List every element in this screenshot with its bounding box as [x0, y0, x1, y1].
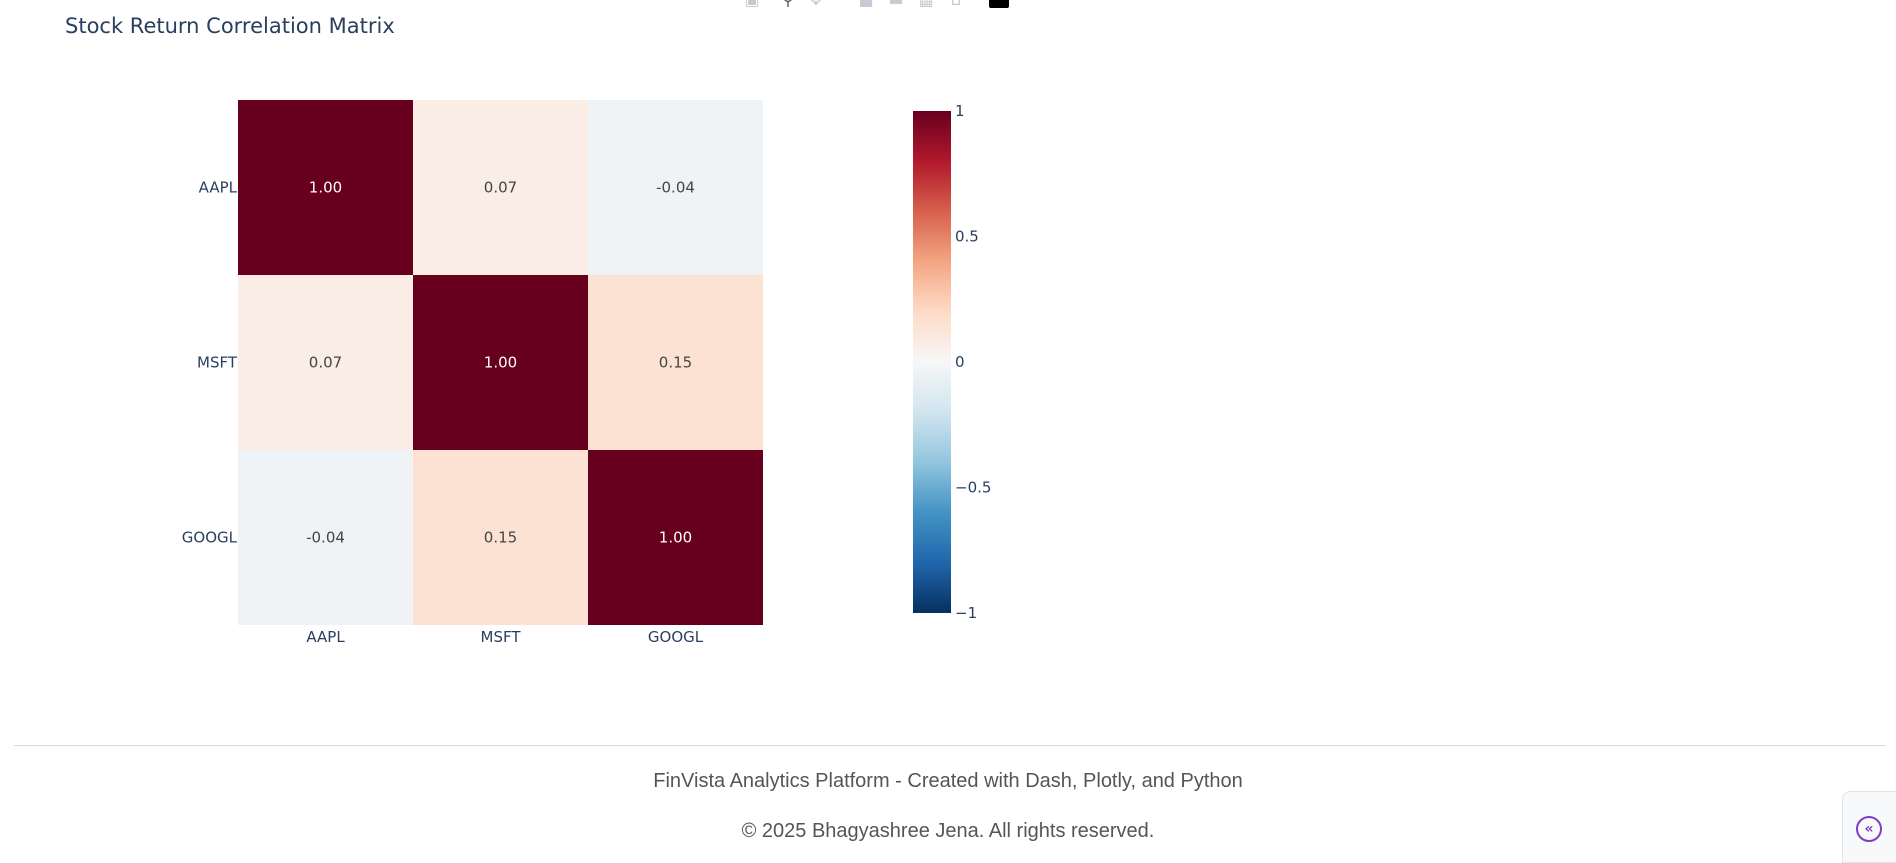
heatmap-cell[interactable]: [238, 275, 413, 450]
heatmap-cell-label: 1.00: [484, 354, 517, 372]
heatmap-cell-label: -0.04: [306, 529, 345, 547]
x-axis-ticks: AAPL MSFT GOOGL: [306, 628, 703, 646]
heatmap-cell-label: 1.00: [309, 179, 342, 197]
y-tick-label: AAPL: [199, 179, 238, 197]
double-chevron-left-icon: «: [1856, 816, 1882, 842]
colorbar-tick-label: 0.5: [955, 228, 979, 246]
x-tick-label: GOOGL: [648, 628, 704, 646]
y-tick-label: MSFT: [197, 354, 238, 372]
heatmap-cell-labels: 1.00 0.07 -0.04 0.07 1.00 0.15 -0.04 0.15 1.00: [306, 179, 695, 547]
heatmap-cells: [238, 100, 763, 625]
autoscale-icon[interactable]: ▦: [918, 0, 934, 8]
reset-axes-icon[interactable]: ⌂: [948, 0, 964, 8]
zoom-icon[interactable]: ⚲: [780, 0, 796, 8]
heatmap-cell-label: 0.15: [484, 529, 517, 547]
colorbar: [913, 111, 951, 613]
camera-icon[interactable]: ▣: [744, 0, 760, 8]
footer-copyright: © 2025 Bhagyashree Jena. All rights rese…: [741, 820, 1155, 842]
heatmap-cell[interactable]: [588, 275, 763, 450]
heatmap-cell[interactable]: [588, 450, 763, 625]
heatmap-cell-label: 0.15: [659, 354, 692, 372]
heatmap-cell[interactable]: [588, 100, 763, 275]
y-tick-label: GOOGL: [182, 529, 238, 547]
sidebar-toggle-button[interactable]: «: [1842, 791, 1896, 863]
heatmap-cell[interactable]: [413, 450, 588, 625]
heatmap-cell[interactable]: [238, 100, 413, 275]
correlation-heatmap: 1.00 0.07 -0.04 0.07 1.00 0.15 -0.04 0.15 1.00 A…: [182, 100, 991, 646]
colorbar-tick-label: 1: [955, 102, 965, 120]
heatmap-cell[interactable]: [413, 275, 588, 450]
heatmap-cell[interactable]: [413, 100, 588, 275]
x-tick-label: AAPL: [306, 628, 345, 646]
pan-icon[interactable]: ✥: [808, 0, 824, 8]
footer-divider: [14, 745, 1886, 746]
plotly-logo-icon[interactable]: [989, 0, 1009, 8]
heatmap-cell-label: -0.04: [656, 179, 695, 197]
colorbar-tick-label: −0.5: [955, 479, 991, 497]
chart-modebar: ▣ ⚲ ✥ ■ ▬ ▦ ⌂: [744, 0, 1014, 10]
chart-title: Stock Return Correlation Matrix: [65, 14, 395, 38]
heatmap-cell-label: 0.07: [484, 179, 517, 197]
heatmap-cell-label: 1.00: [659, 529, 692, 547]
colorbar-tick-label: 0: [955, 353, 965, 371]
colorbar-ticks: 1 0.5 0 −0.5 −1: [955, 102, 991, 622]
heatmap-cell-label: 0.07: [309, 354, 342, 372]
zoom-out-icon[interactable]: ▬: [888, 0, 904, 8]
y-axis-ticks: AAPL MSFT GOOGL: [182, 179, 238, 547]
colorbar-tick-label: −1: [955, 604, 977, 622]
x-tick-label: MSFT: [481, 628, 522, 646]
footer-credit: FinVista Analytics Platform - Created wi…: [653, 770, 1243, 792]
zoom-in-icon[interactable]: ■: [858, 0, 874, 8]
heatmap-cell[interactable]: [238, 450, 413, 625]
